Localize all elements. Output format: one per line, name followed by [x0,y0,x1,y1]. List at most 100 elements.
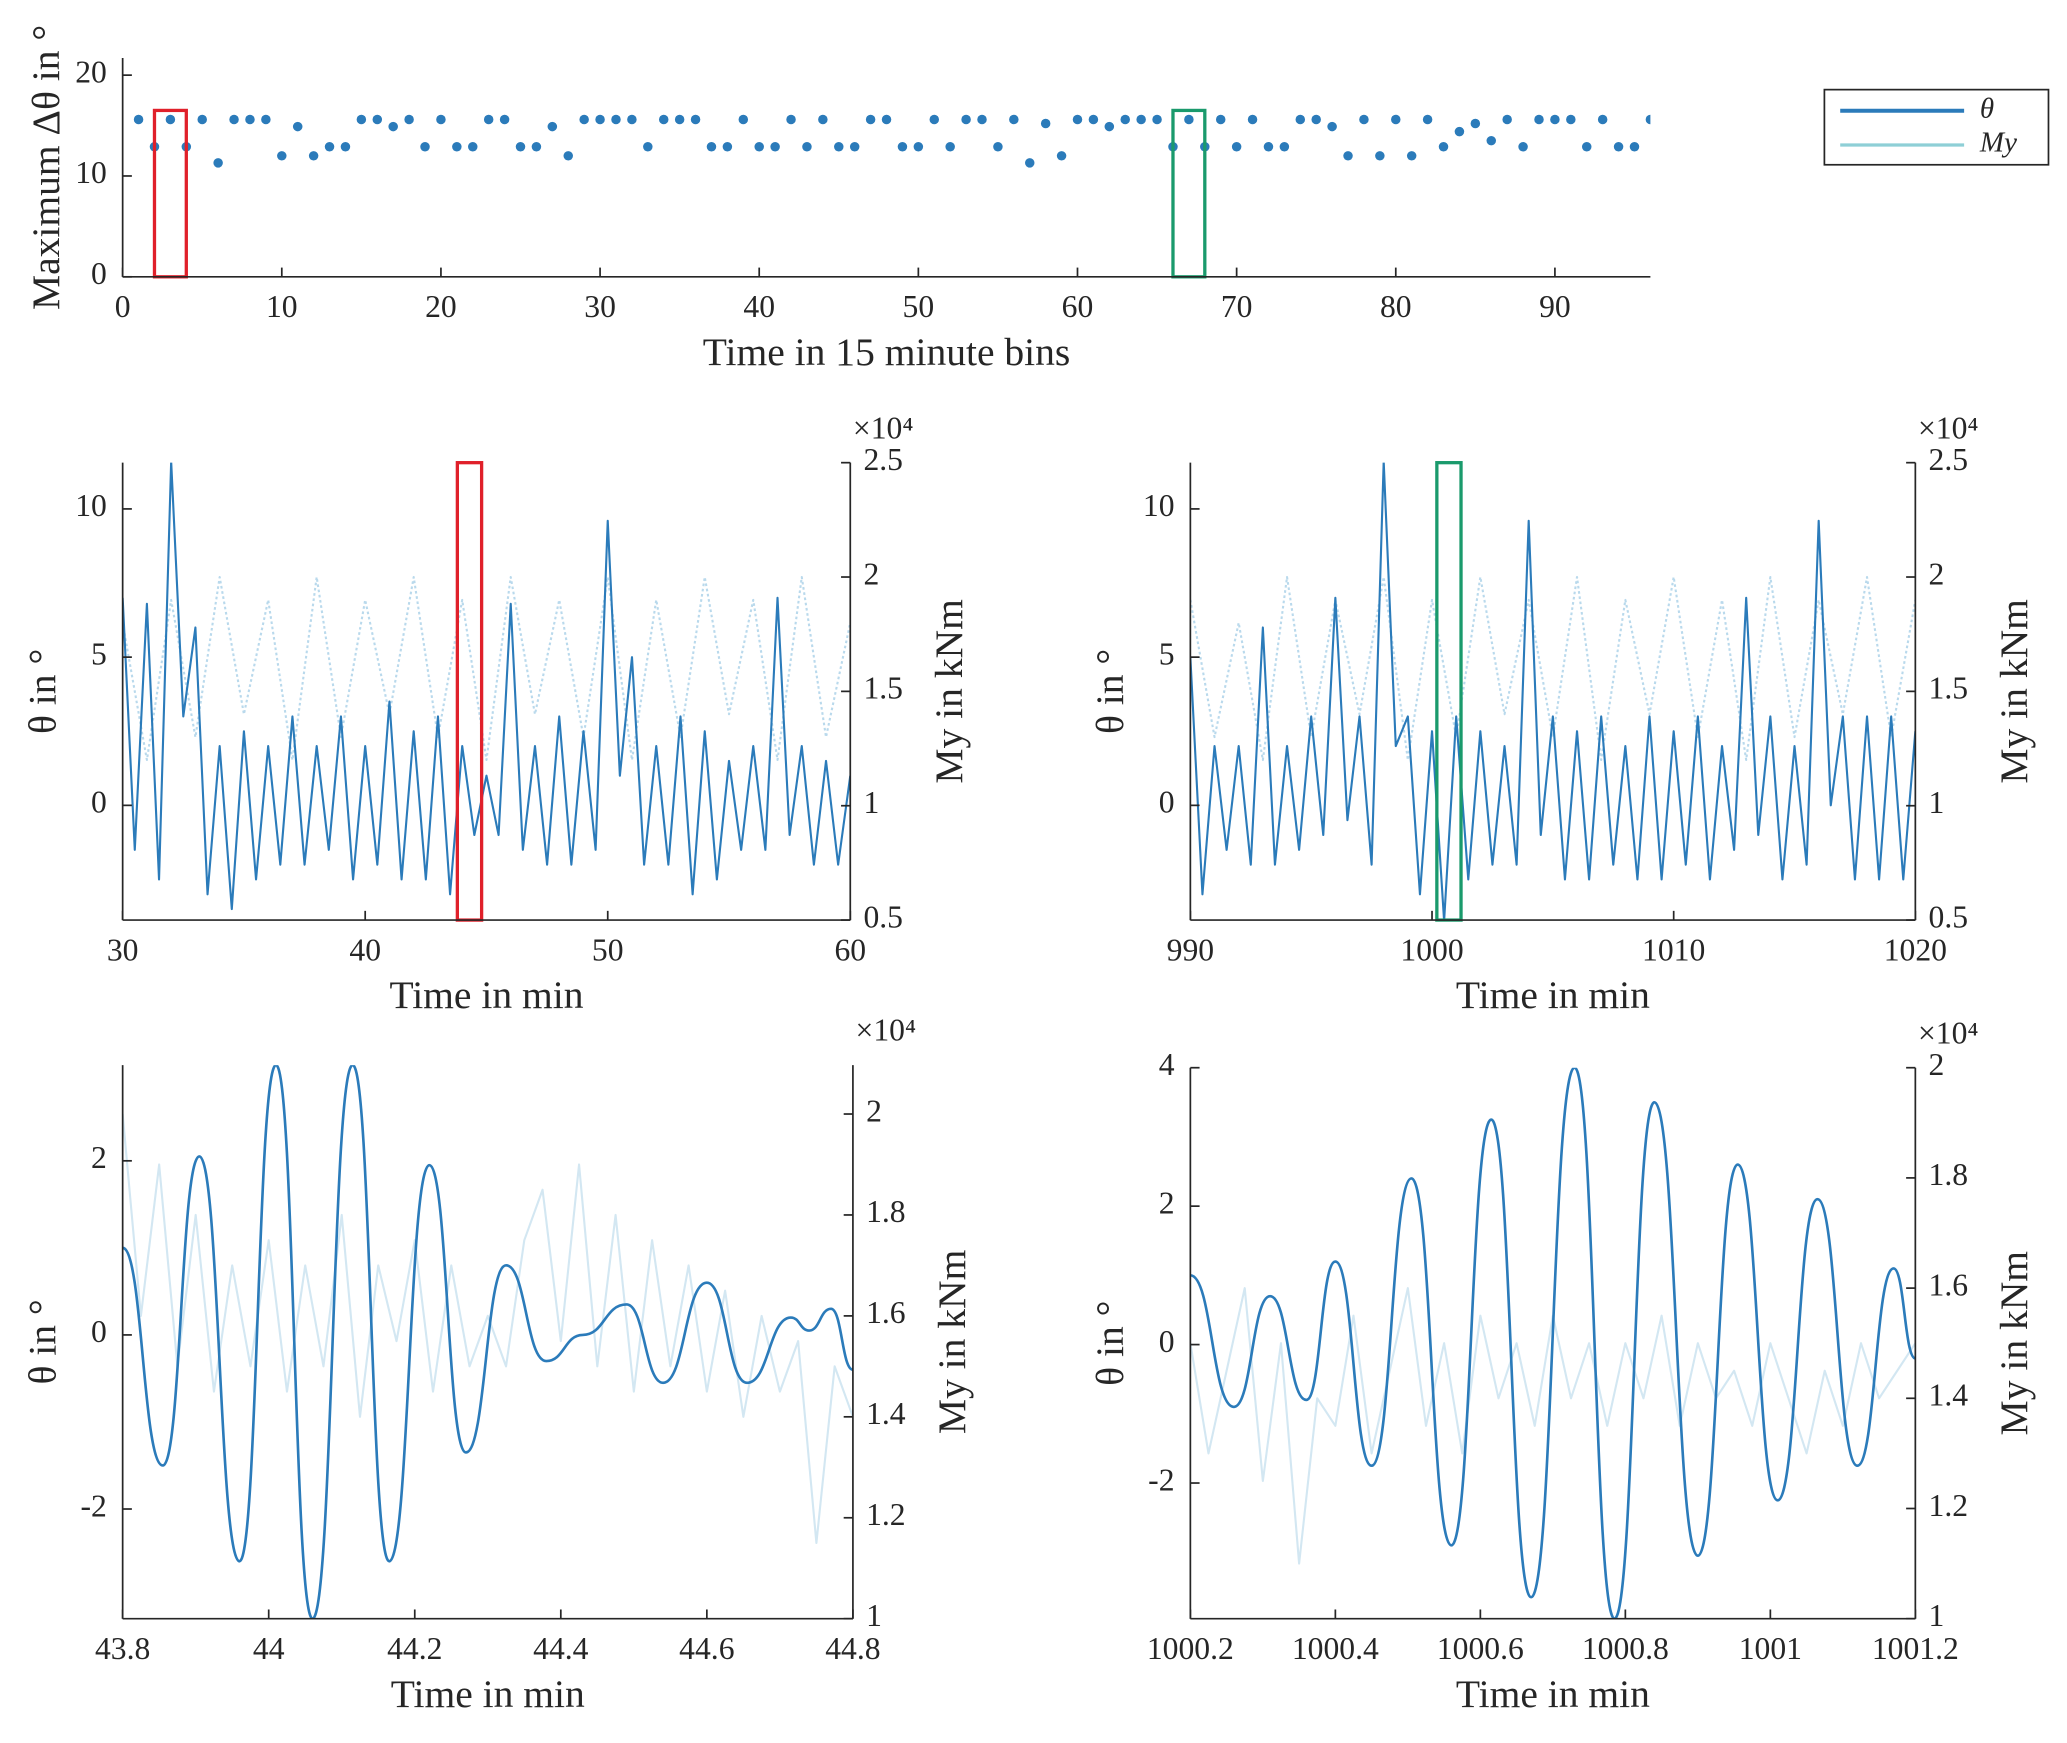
x-tick-label: 70 [1221,289,1253,324]
theta-line [1190,1067,1916,1619]
y-axis-label: θ in ° [1088,649,1132,734]
point [690,114,701,125]
point [977,114,987,125]
y-tick-label: 4 [1159,1047,1175,1082]
plot-area [1190,1067,1916,1619]
point [1534,114,1544,125]
point [404,114,414,125]
point [1056,151,1067,161]
x-axis-label: Time in 15 minute bins [703,330,1071,374]
x-tick-label: 1000 [1400,932,1463,967]
point [658,114,669,125]
y2-axis-label: My in kNm [927,599,971,784]
y2-multiplier: ×10⁴ [856,1013,917,1048]
y-tick-label: 10 [75,488,107,523]
point [1597,114,1608,125]
point [292,121,303,132]
point [913,141,924,152]
x-tick-label: 30 [107,932,139,967]
point [1088,114,1099,125]
legend-label: θ [1980,92,1994,124]
x-tick-label: 1001 [1739,1631,1802,1666]
point [1550,114,1560,125]
my-line [122,575,851,762]
y2-tick-label: 0.5 [1929,899,1969,934]
y2-multiplier: ×10⁴ [853,410,914,445]
point [436,114,446,125]
point [754,141,764,152]
point [308,151,319,161]
y-tick-label: 0 [91,1314,107,1349]
point [786,114,796,125]
point [627,114,637,125]
plot-area [133,114,1651,168]
y2-tick-label: 2 [863,556,879,591]
point [340,141,351,152]
x-tick-label: 1020 [1884,932,1947,967]
panel: 0 10 20 30 40 50 60 70 80 90 0 10 20 Time in 15 minut… [24,25,1651,374]
highlight-box [1171,108,1207,279]
point [483,114,494,125]
point [1184,114,1194,125]
point [722,141,733,152]
point [245,114,255,125]
point [1247,114,1258,125]
point [1009,114,1019,125]
y2-tick-label: 1.8 [1929,1157,1969,1192]
point [563,151,573,161]
x-tick-label: 44.6 [679,1631,734,1666]
point [849,141,860,152]
y-tick-label: 2 [91,1140,107,1175]
x-tick-label: 60 [834,932,866,967]
point [1072,114,1083,125]
x-tick-label: 50 [592,932,624,967]
x-tick-label: 20 [425,289,457,324]
point [929,114,940,125]
point [1120,114,1130,125]
point [468,141,478,152]
y2-tick-label: 2 [866,1093,882,1128]
x-tick-label: 80 [1380,289,1412,324]
x-tick-label: 50 [903,289,935,324]
point [515,141,526,152]
legend-box [1823,88,2050,166]
point [945,141,955,152]
y2-tick-label: 2 [1929,556,1945,591]
panel: 30 40 50 60 0 5 10 0.5 1 1.5 2 2.5×10⁴ My in kNm Time… [20,410,971,1017]
panel: 990 1000 1010 1020 0 5 10 0.5 1 1.5 2 2.5×10⁴ My in … [1088,410,2036,1017]
y2-tick-label: 2.5 [863,442,903,477]
y-axis-label: θ in ° [1088,1301,1132,1386]
point [1295,114,1306,125]
highlight-box [455,461,484,922]
point [1279,141,1290,152]
point [1040,118,1051,129]
point [818,114,828,125]
y-tick-label: 5 [1159,636,1175,671]
y-tick-label: 0 [1159,1324,1175,1359]
y2-tick-label: 1.8 [866,1194,906,1229]
point [213,158,223,168]
x-tick-label: 44.2 [387,1631,442,1666]
x-tick-label: 0 [115,289,131,324]
x-tick-label: 60 [1062,289,1094,324]
point [674,114,685,125]
point [1391,114,1401,125]
y2-tick-label: 0.5 [863,899,903,934]
point [1215,114,1226,125]
point [865,114,876,125]
point [1343,151,1353,161]
point [372,114,383,125]
y2-tick-label: 1 [866,1598,882,1633]
point [1645,114,1651,125]
point [547,121,558,132]
point [1438,141,1449,152]
y2-axis-label: My in kNm [930,1249,974,1434]
y2-tick-label: 1 [863,785,879,820]
x-tick-label: 44 [253,1631,285,1666]
point [1613,141,1624,152]
y2-tick-label: 2.5 [1929,442,1969,477]
point [1581,141,1592,152]
x-tick-label: 44.4 [533,1631,589,1666]
